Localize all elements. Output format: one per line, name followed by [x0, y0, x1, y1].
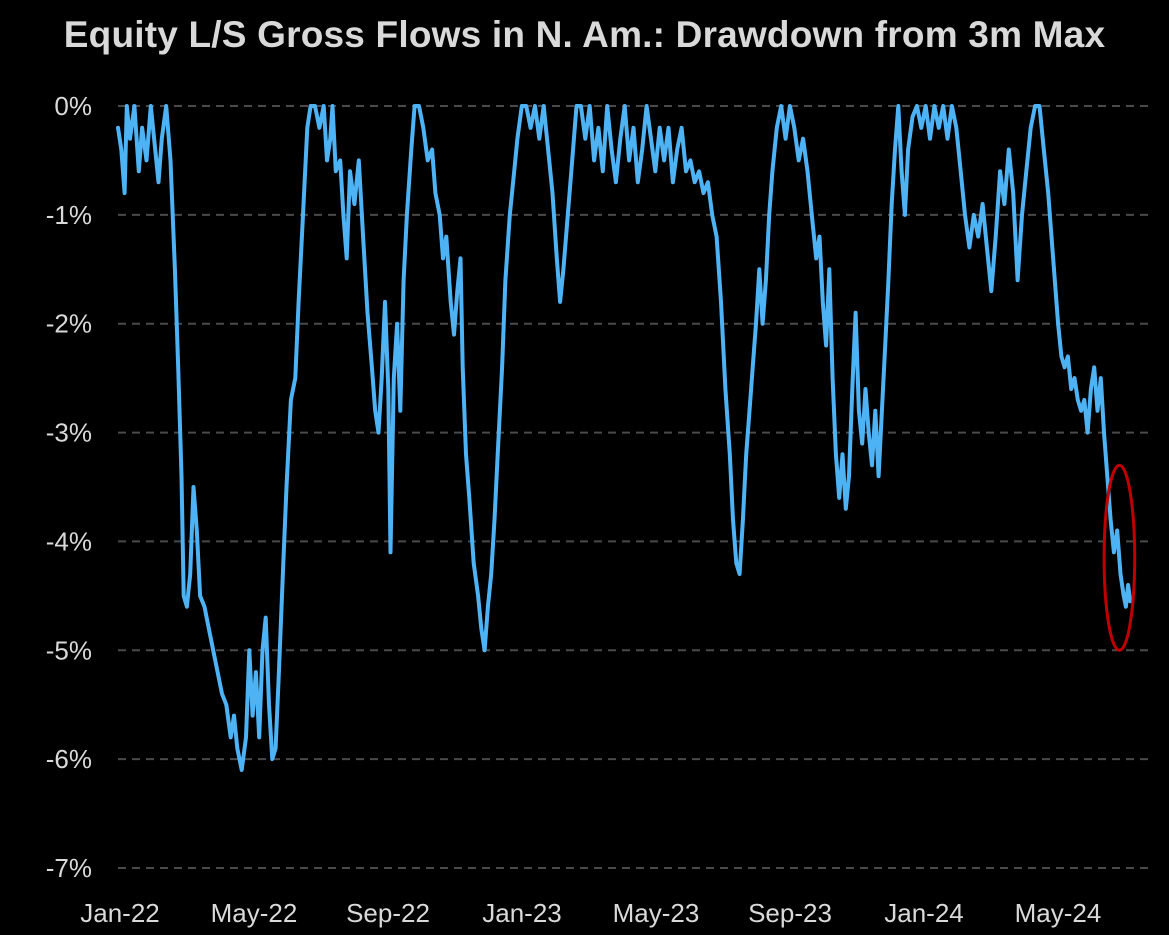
x-tick-label: Jan-23 — [482, 898, 562, 928]
x-tick-label: Sep-23 — [748, 898, 832, 928]
x-axis-tick-labels: Jan-22 May-22 Sep-22 Jan-23 May-23 Sep-23 Jan-… — [80, 898, 1101, 928]
x-tick-label: Jan-22 — [80, 898, 160, 928]
series-layer — [116, 104, 1133, 772]
highlight-circle — [1102, 463, 1137, 652]
x-tick-label: Sep-22 — [346, 898, 430, 928]
highlight-layer — [1102, 463, 1137, 652]
x-tick-label: May-24 — [1015, 898, 1102, 928]
y-tick-label: -7% — [46, 853, 92, 883]
y-tick-label: -2% — [46, 309, 92, 339]
y-tick-label: -6% — [46, 744, 92, 774]
x-tick-label: May-22 — [211, 898, 298, 928]
y-tick-label: -3% — [46, 418, 92, 448]
x-tick-label: Jan-24 — [884, 898, 964, 928]
series-line — [116, 104, 1133, 772]
y-axis-tick-labels: 0% -1% -2% -3% -4% -5% -6% -7% — [46, 91, 92, 883]
y-tick-label: 0% — [54, 91, 92, 121]
y-tick-label: -1% — [46, 200, 92, 230]
y-tick-label: -4% — [46, 526, 92, 556]
x-tick-label: May-23 — [613, 898, 700, 928]
y-tick-label: -5% — [46, 635, 92, 665]
chart-title: Equity L/S Gross Flows in N. Am.: Drawdo… — [63, 14, 1106, 55]
